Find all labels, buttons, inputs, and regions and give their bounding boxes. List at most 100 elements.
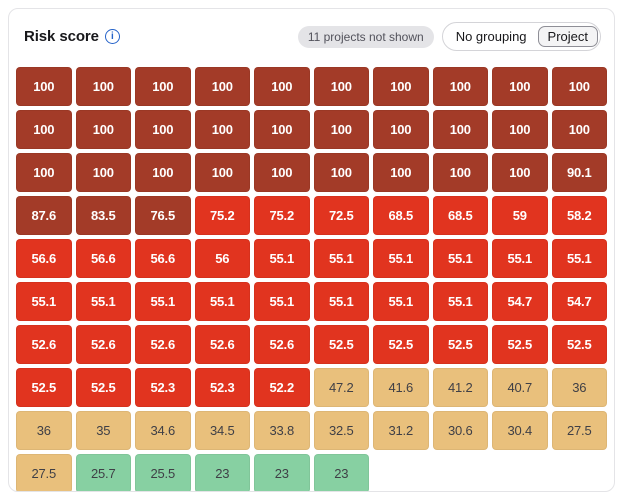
risk-tile[interactable]: 100	[16, 153, 72, 192]
risk-tile[interactable]: 52.5	[432, 325, 488, 364]
risk-tile[interactable]: 55.1	[551, 239, 607, 278]
risk-tile[interactable]: 68.5	[432, 196, 488, 235]
risk-tile[interactable]: 55.1	[432, 282, 488, 321]
risk-tile[interactable]: 52.3	[135, 368, 191, 407]
risk-tile[interactable]: 100	[373, 153, 429, 192]
risk-tile[interactable]: 55.1	[254, 239, 310, 278]
risk-tile[interactable]: 52.2	[254, 368, 310, 407]
risk-tile[interactable]: 55.1	[313, 239, 369, 278]
risk-tile[interactable]: 100	[313, 110, 369, 149]
risk-tile[interactable]: 55.1	[373, 282, 429, 321]
risk-tile[interactable]: 100	[432, 67, 488, 106]
risk-tile[interactable]: 25.5	[135, 454, 191, 491]
risk-tile[interactable]: 41.2	[432, 368, 488, 407]
risk-tile[interactable]: 100	[313, 153, 369, 192]
risk-tile[interactable]: 25.7	[75, 454, 131, 491]
risk-tile[interactable]: 55.1	[492, 239, 548, 278]
risk-tile[interactable]: 100	[492, 67, 548, 106]
risk-tile[interactable]: 56	[194, 239, 250, 278]
toggle-option-no-grouping[interactable]: No grouping	[455, 29, 527, 44]
risk-tile[interactable]: 87.6	[16, 196, 72, 235]
risk-tile[interactable]: 54.7	[492, 282, 548, 321]
risk-tile[interactable]: 55.1	[75, 282, 131, 321]
risk-tile[interactable]: 100	[254, 67, 310, 106]
risk-tile[interactable]: 100	[194, 153, 250, 192]
risk-tile[interactable]: 100	[551, 67, 607, 106]
risk-tile[interactable]: 100	[551, 110, 607, 149]
risk-tile[interactable]: 30.6	[432, 411, 488, 450]
risk-tile[interactable]: 58.2	[551, 196, 607, 235]
risk-tile[interactable]: 83.5	[75, 196, 131, 235]
risk-tile[interactable]: 54.7	[551, 282, 607, 321]
risk-tile[interactable]: 55.1	[254, 282, 310, 321]
risk-tile[interactable]: 68.5	[373, 196, 429, 235]
risk-tile[interactable]: 55.1	[135, 282, 191, 321]
risk-tile[interactable]: 55.1	[373, 239, 429, 278]
risk-tile[interactable]: 56.6	[75, 239, 131, 278]
risk-tile[interactable]: 100	[373, 67, 429, 106]
risk-tile[interactable]: 56.6	[16, 239, 72, 278]
risk-tile[interactable]: 55.1	[194, 282, 250, 321]
risk-tile[interactable]: 100	[313, 67, 369, 106]
risk-tile[interactable]: 55.1	[16, 282, 72, 321]
risk-tile[interactable]: 40.7	[492, 368, 548, 407]
risk-tile[interactable]: 34.6	[135, 411, 191, 450]
risk-tile[interactable]: 52.5	[492, 325, 548, 364]
risk-tile[interactable]: 27.5	[16, 454, 72, 491]
risk-tile[interactable]: 100	[16, 110, 72, 149]
risk-tile[interactable]: 31.2	[373, 411, 429, 450]
risk-tile[interactable]: 75.2	[254, 196, 310, 235]
risk-tile[interactable]: 52.6	[254, 325, 310, 364]
risk-tile[interactable]: 100	[75, 153, 131, 192]
info-icon[interactable]: i	[104, 29, 120, 44]
risk-tile[interactable]: 100	[492, 153, 548, 192]
risk-tile[interactable]: 100	[135, 153, 191, 192]
risk-tile[interactable]: 100	[75, 110, 131, 149]
risk-tile[interactable]: 52.3	[194, 368, 250, 407]
risk-tile[interactable]: 100	[194, 110, 250, 149]
risk-tile[interactable]: 72.5	[313, 196, 369, 235]
risk-tile[interactable]: 52.5	[373, 325, 429, 364]
risk-tile[interactable]: 52.5	[313, 325, 369, 364]
risk-tile[interactable]: 27.5	[551, 411, 607, 450]
risk-tile[interactable]: 33.8	[254, 411, 310, 450]
risk-tile[interactable]: 100	[254, 110, 310, 149]
risk-tile[interactable]: 90.1	[551, 153, 607, 192]
risk-tile[interactable]: 52.5	[16, 368, 72, 407]
risk-tile[interactable]: 100	[135, 67, 191, 106]
risk-tile[interactable]: 36	[16, 411, 72, 450]
risk-tile[interactable]: 76.5	[135, 196, 191, 235]
risk-tile[interactable]: 100	[135, 110, 191, 149]
risk-tile[interactable]: 55.1	[432, 239, 488, 278]
risk-tile[interactable]: 23	[313, 454, 369, 491]
risk-tile[interactable]: 100	[373, 110, 429, 149]
risk-tile[interactable]: 41.6	[373, 368, 429, 407]
risk-tile[interactable]: 75.2	[194, 196, 250, 235]
risk-tile[interactable]: 52.6	[194, 325, 250, 364]
risk-tile[interactable]: 47.2	[313, 368, 369, 407]
risk-tile[interactable]: 23	[254, 454, 310, 491]
risk-tile[interactable]: 34.5	[194, 411, 250, 450]
risk-tile[interactable]: 100	[75, 67, 131, 106]
risk-tile[interactable]: 52.6	[135, 325, 191, 364]
risk-tile[interactable]: 56.6	[135, 239, 191, 278]
risk-tile[interactable]: 100	[16, 67, 72, 106]
risk-tile[interactable]: 100	[492, 110, 548, 149]
risk-tile[interactable]: 52.5	[75, 368, 131, 407]
risk-tile[interactable]: 100	[432, 110, 488, 149]
risk-tile[interactable]: 23	[194, 454, 250, 491]
risk-tile[interactable]: 100	[254, 153, 310, 192]
risk-tile[interactable]: 59	[492, 196, 548, 235]
risk-tile[interactable]: 100	[194, 67, 250, 106]
page-title: Risk score	[24, 28, 99, 45]
risk-tile[interactable]: 32.5	[313, 411, 369, 450]
risk-tile[interactable]: 55.1	[313, 282, 369, 321]
risk-tile[interactable]: 100	[432, 153, 488, 192]
risk-tile[interactable]: 52.5	[551, 325, 607, 364]
toggle-option-project[interactable]: Project	[537, 26, 598, 47]
risk-tile[interactable]: 35	[75, 411, 131, 450]
risk-tile[interactable]: 52.6	[75, 325, 131, 364]
risk-tile[interactable]: 36	[551, 368, 607, 407]
risk-tile[interactable]: 30.4	[492, 411, 548, 450]
risk-tile[interactable]: 52.6	[16, 325, 72, 364]
